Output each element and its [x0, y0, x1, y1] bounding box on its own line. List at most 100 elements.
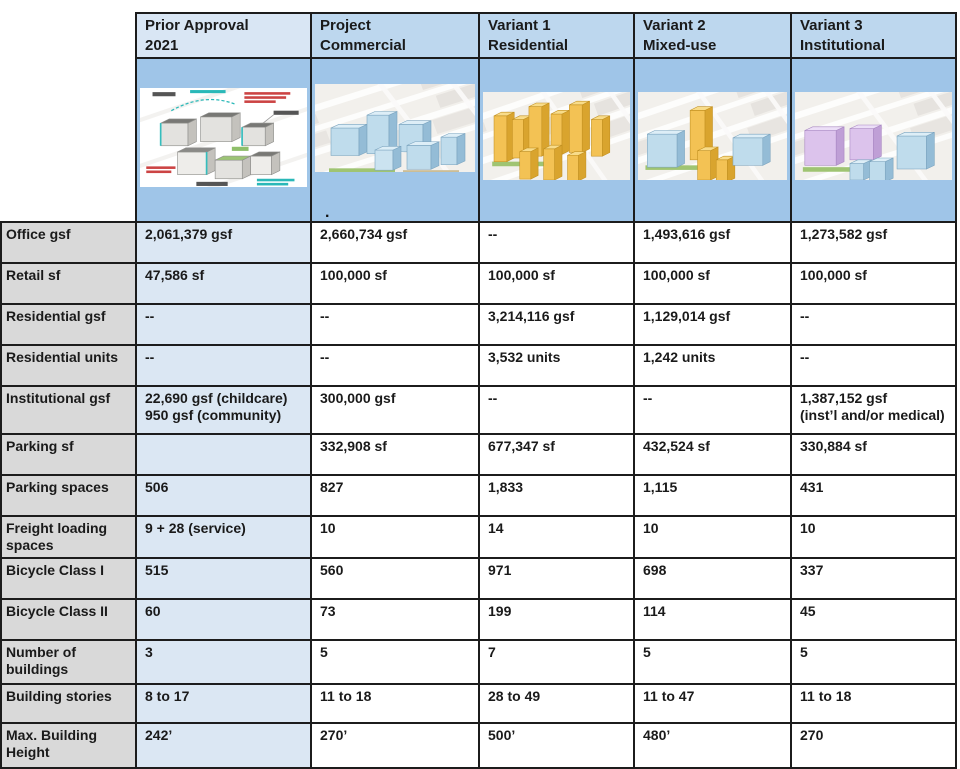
row-label: Institutional gsf [0, 384, 137, 435]
row-label: Number of buildings [0, 638, 137, 685]
data-cell: -- [478, 220, 635, 264]
data-cell: 100,000 sf [633, 261, 792, 305]
data-cell: 5 [790, 638, 957, 685]
row-label: Bicycle Class I [0, 556, 137, 600]
variant3-institutional-massing-rendering [790, 57, 957, 223]
data-cell: 1,273,582 gsf [790, 220, 957, 264]
table-row-freight-loading: Freight loading spaces 9 + 28 (service) … [0, 514, 957, 559]
data-cell: -- [478, 384, 635, 435]
table-row-institutional-gsf: Institutional gsf 22,690 gsf (childcare)… [0, 384, 957, 435]
data-cell: 100,000 sf [790, 261, 957, 305]
data-cell: 114 [633, 597, 792, 641]
data-cell: 1,833 [478, 473, 635, 517]
data-cell: 3,214,116 gsf [478, 302, 635, 346]
data-cell: 500’ [478, 721, 635, 769]
data-cell: 11 to 47 [633, 682, 792, 724]
table-row-bicycle-class-1: Bicycle Class I 515 560 971 698 337 [0, 556, 957, 600]
data-cell: -- [633, 384, 792, 435]
data-cell: 2,660,734 gsf [310, 220, 480, 264]
column-header-variant3-institutional: Variant 3 Institutional [790, 12, 957, 59]
data-cell: 47,586 sf [135, 261, 312, 305]
data-cell: 10 [790, 514, 957, 559]
row-label: Bicycle Class II [0, 597, 137, 641]
data-cell: 60 [135, 597, 312, 641]
corner-cell [1, 13, 137, 223]
data-cell: 2,061,379 gsf [135, 220, 312, 264]
data-cell: 698 [633, 556, 792, 600]
data-cell: 515 [135, 556, 312, 600]
row-label: Office gsf [0, 220, 137, 264]
data-cell: -- [135, 302, 312, 346]
row-label: Residential gsf [0, 302, 137, 346]
data-cell: 560 [310, 556, 480, 600]
data-cell: 73 [310, 597, 480, 641]
table-row-office-gsf: Office gsf 2,061,379 gsf 2,660,734 gsf -… [0, 220, 957, 264]
column-header-variant1-residential: Variant 1 Residential [478, 12, 635, 59]
prior-approval-annotated-site-diagram [135, 57, 312, 223]
data-cell: 506 [135, 473, 312, 517]
data-cell: 199 [478, 597, 635, 641]
data-cell: 677,347 sf [478, 432, 635, 476]
data-cell: 270 [790, 721, 957, 769]
data-cell: 337 [790, 556, 957, 600]
data-cell: -- [310, 302, 480, 346]
row-label: Parking sf [0, 432, 137, 476]
table-row-max-building-height: Max. Building Height 242’ 270’ 500’ 480’… [0, 721, 957, 769]
table-row-bicycle-class-2: Bicycle Class II 60 73 199 114 45 [0, 597, 957, 641]
data-cell: 1,129,014 gsf [633, 302, 792, 346]
prior-approval-diagram-image [140, 87, 307, 187]
data-cell: 14 [478, 514, 635, 559]
row-label: Parking spaces [0, 473, 137, 517]
variant3-rendering-image [795, 92, 952, 181]
data-cell: 1,387,152 gsf (inst’l and/or medical) [790, 384, 957, 435]
data-cell: 7 [478, 638, 635, 685]
table-row-residential-units: Residential units -- -- 3,532 units 1,24… [0, 343, 957, 387]
data-cell: 10 [310, 514, 480, 559]
table-row-retail-sf: Retail sf 47,586 sf 100,000 sf 100,000 s… [0, 261, 957, 305]
data-cell: 3,532 units [478, 343, 635, 387]
data-cell: -- [790, 302, 957, 346]
variant1-rendering-image [483, 92, 630, 181]
row-label: Retail sf [0, 261, 137, 305]
column-header-prior-approval: Prior Approval 2021 [135, 12, 312, 59]
data-cell: 10 [633, 514, 792, 559]
column-header-variant2-mixed-use: Variant 2 Mixed-use [633, 12, 792, 59]
table-row-number-of-buildings: Number of buildings 3 5 7 5 5 [0, 638, 957, 685]
data-cell: 9 + 28 (service) [135, 514, 312, 559]
project-commercial-massing-rendering: . [310, 57, 480, 223]
data-cell: 45 [790, 597, 957, 641]
data-cell: 5 [633, 638, 792, 685]
data-cell: 100,000 sf [478, 261, 635, 305]
data-cell: 431 [790, 473, 957, 517]
data-cell: 11 to 18 [790, 682, 957, 724]
comparison-table: Prior Approval 2021 Project Commercial V… [0, 12, 957, 769]
data-cell: -- [310, 343, 480, 387]
data-cell: 22,690 gsf (childcare) 950 gsf (communit… [135, 384, 312, 435]
data-cell: -- [135, 343, 312, 387]
row-label: Freight loading spaces [0, 514, 137, 559]
data-cell: 827 [310, 473, 480, 517]
row-label: Building stories [0, 682, 137, 724]
data-cell: 28 to 49 [478, 682, 635, 724]
header-row: Prior Approval 2021 Project Commercial V… [1, 12, 957, 223]
row-label: Residential units [0, 343, 137, 387]
data-cell [135, 432, 312, 476]
data-cell: 432,524 sf [633, 432, 792, 476]
project-commercial-rendering-image [315, 83, 475, 172]
table-row-parking-sf: Parking sf 332,908 sf 677,347 sf 432,524… [0, 432, 957, 476]
data-cell: 242’ [135, 721, 312, 769]
data-cell: 270’ [310, 721, 480, 769]
data-cell: 11 to 18 [310, 682, 480, 724]
variant1-residential-massing-rendering [478, 57, 635, 223]
data-cell: 971 [478, 556, 635, 600]
stray-period-artifact: . [325, 203, 330, 221]
rendering-image-row: . [1, 57, 957, 223]
column-header-project-commercial: Project Commercial [310, 12, 480, 59]
data-cell: -- [790, 343, 957, 387]
data-cell: 1,493,616 gsf [633, 220, 792, 264]
data-cell: 330,884 sf [790, 432, 957, 476]
data-cell: 1,242 units [633, 343, 792, 387]
data-cell: 332,908 sf [310, 432, 480, 476]
data-cell: 3 [135, 638, 312, 685]
